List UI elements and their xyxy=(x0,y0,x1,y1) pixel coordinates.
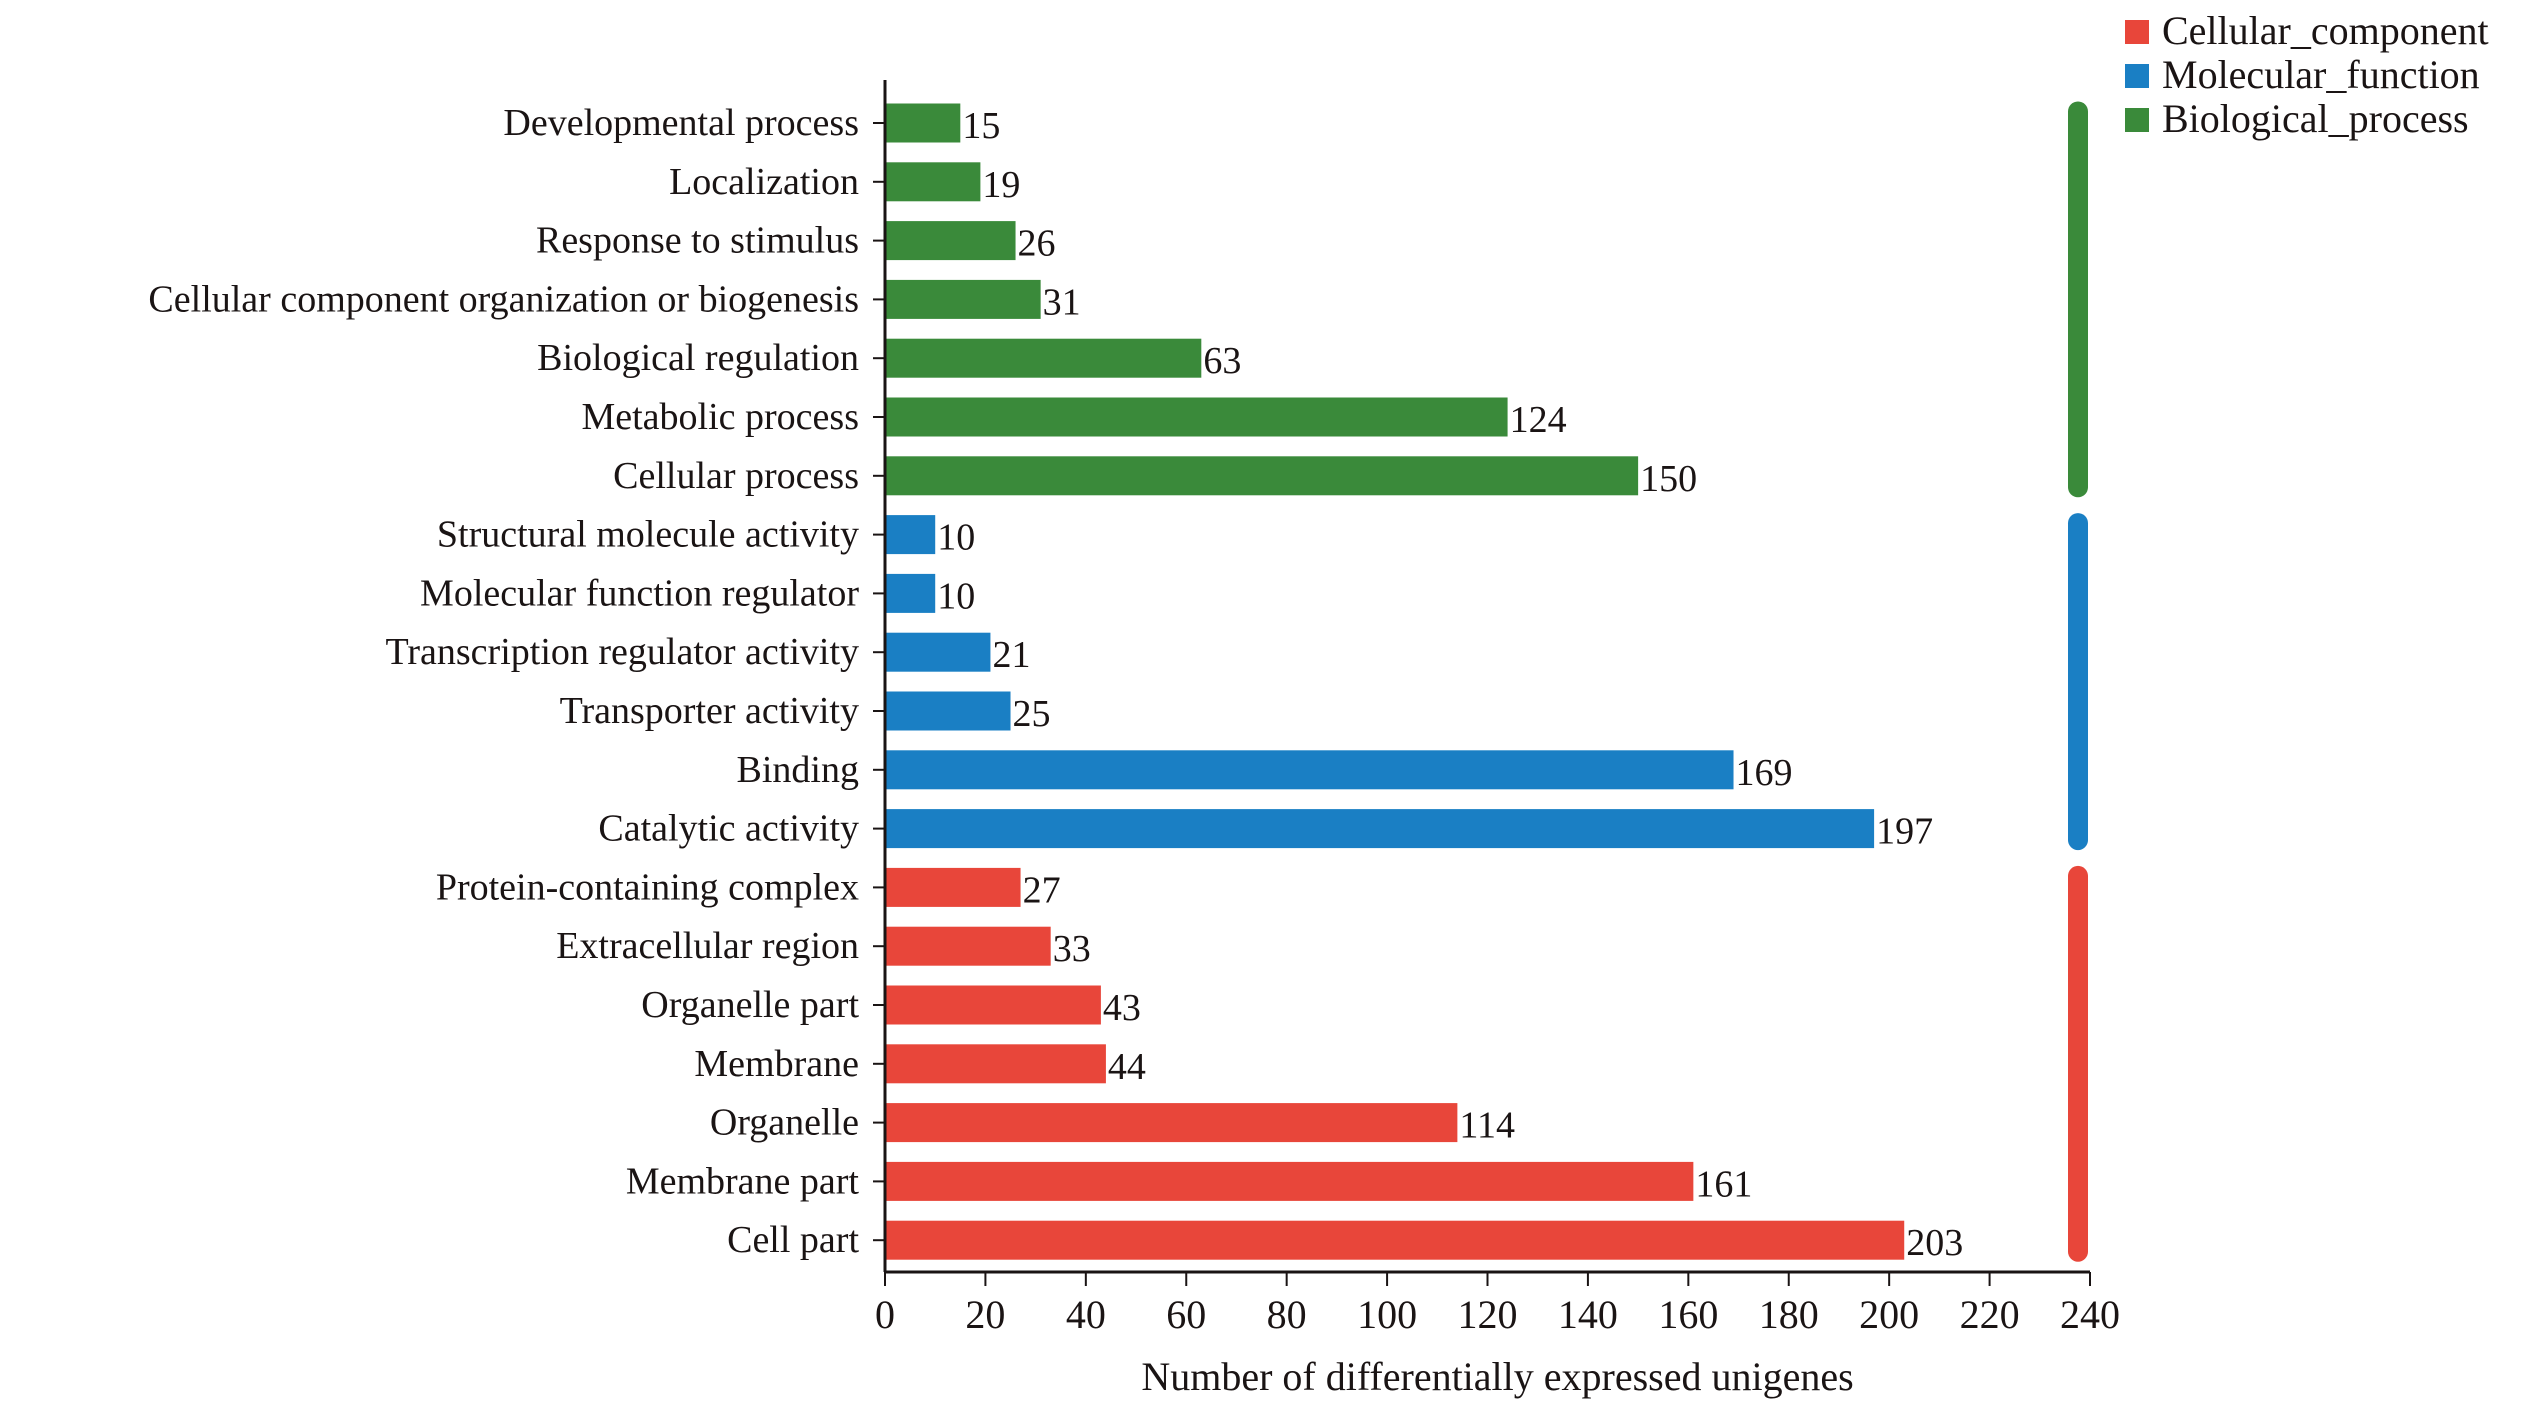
category-label: Molecular function regulator xyxy=(420,572,859,614)
bar xyxy=(885,926,1051,966)
category-label: Cellular component organization or bioge… xyxy=(148,278,859,320)
category-label: Extracellular region xyxy=(556,925,859,967)
category-label: Membrane part xyxy=(626,1160,860,1202)
data-label: 63 xyxy=(1203,340,1241,382)
category-label: Structural molecule activity xyxy=(437,514,859,556)
category-label: Developmental process xyxy=(503,102,859,144)
data-label: 26 xyxy=(1018,223,1056,265)
bar xyxy=(885,162,981,202)
data-label: 197 xyxy=(1876,811,1933,853)
x-axis-title: Number of differentially expressed unige… xyxy=(1141,1354,1853,1399)
data-label: 114 xyxy=(1459,1105,1515,1147)
category-label: Binding xyxy=(737,749,859,791)
bar xyxy=(885,1044,1106,1084)
data-label: 43 xyxy=(1103,987,1141,1029)
bar xyxy=(885,515,936,555)
x-tick-label: 140 xyxy=(1558,1292,1618,1337)
bar xyxy=(885,985,1101,1025)
data-label: 169 xyxy=(1736,752,1793,794)
data-label: 27 xyxy=(1023,869,1061,911)
category-label: Organelle xyxy=(710,1102,859,1144)
legend-label: Cellular_component xyxy=(2162,8,2489,53)
category-label: Localization xyxy=(669,161,859,203)
bar xyxy=(885,279,1041,319)
data-label: 161 xyxy=(1695,1163,1752,1205)
data-label: 44 xyxy=(1108,1046,1146,1088)
legend-swatch xyxy=(2125,108,2149,132)
legend-swatch xyxy=(2125,20,2149,44)
data-label: 203 xyxy=(1906,1222,1963,1264)
category-label: Catalytic activity xyxy=(598,808,859,850)
bar xyxy=(885,397,1508,437)
x-tick-label: 120 xyxy=(1458,1292,1518,1337)
x-tick-label: 200 xyxy=(1859,1292,1919,1337)
x-tick-label: 240 xyxy=(2060,1292,2120,1337)
bar xyxy=(885,867,1021,907)
group-indicator-bar xyxy=(2068,513,2088,851)
category-label: Cellular process xyxy=(613,455,859,497)
bar xyxy=(885,632,991,672)
group-indicator-bar xyxy=(2068,865,2088,1262)
data-label: 10 xyxy=(937,575,975,617)
data-label: 15 xyxy=(962,105,1000,147)
group-indicator-bar xyxy=(2068,101,2088,498)
x-tick-label: 80 xyxy=(1267,1292,1307,1337)
category-label: Transporter activity xyxy=(560,690,859,732)
bar xyxy=(885,691,1011,731)
bar xyxy=(885,1103,1458,1143)
category-label: Cell part xyxy=(727,1219,859,1261)
category-label: Organelle part xyxy=(641,984,859,1026)
x-tick-label: 40 xyxy=(1066,1292,1106,1337)
bar xyxy=(885,1161,1694,1201)
x-tick-label: 100 xyxy=(1357,1292,1417,1337)
data-label: 124 xyxy=(1510,399,1567,441)
bar xyxy=(885,1220,1905,1260)
x-tick-label: 60 xyxy=(1166,1292,1206,1337)
data-label: 31 xyxy=(1043,281,1081,323)
bar xyxy=(885,809,1875,849)
x-tick-label: 160 xyxy=(1658,1292,1718,1337)
data-label: 33 xyxy=(1053,928,1091,970)
category-label: Biological regulation xyxy=(537,337,859,379)
legend-label: Molecular_function xyxy=(2162,52,2480,97)
category-label: Protein-containing complex xyxy=(436,866,859,908)
data-label: 25 xyxy=(1013,693,1051,735)
bar xyxy=(885,338,1202,378)
x-tick-label: 220 xyxy=(1960,1292,2020,1337)
x-tick-label: 20 xyxy=(965,1292,1005,1337)
bar xyxy=(885,103,961,143)
data-label: 150 xyxy=(1640,458,1697,500)
bar xyxy=(885,750,1734,790)
x-tick-label: 0 xyxy=(875,1292,895,1337)
data-label: 10 xyxy=(937,517,975,559)
bar xyxy=(885,456,1639,496)
category-label: Membrane xyxy=(694,1043,859,1085)
legend-swatch xyxy=(2125,64,2149,88)
bar xyxy=(885,221,1016,261)
data-label: 21 xyxy=(992,634,1030,676)
bar xyxy=(885,573,936,613)
category-label: Response to stimulus xyxy=(536,220,859,262)
category-label: Metabolic process xyxy=(581,396,859,438)
category-label: Transcription regulator activity xyxy=(386,631,860,673)
legend-label: Biological_process xyxy=(2162,96,2469,141)
x-tick-label: 180 xyxy=(1759,1292,1819,1337)
data-label: 19 xyxy=(982,164,1020,206)
